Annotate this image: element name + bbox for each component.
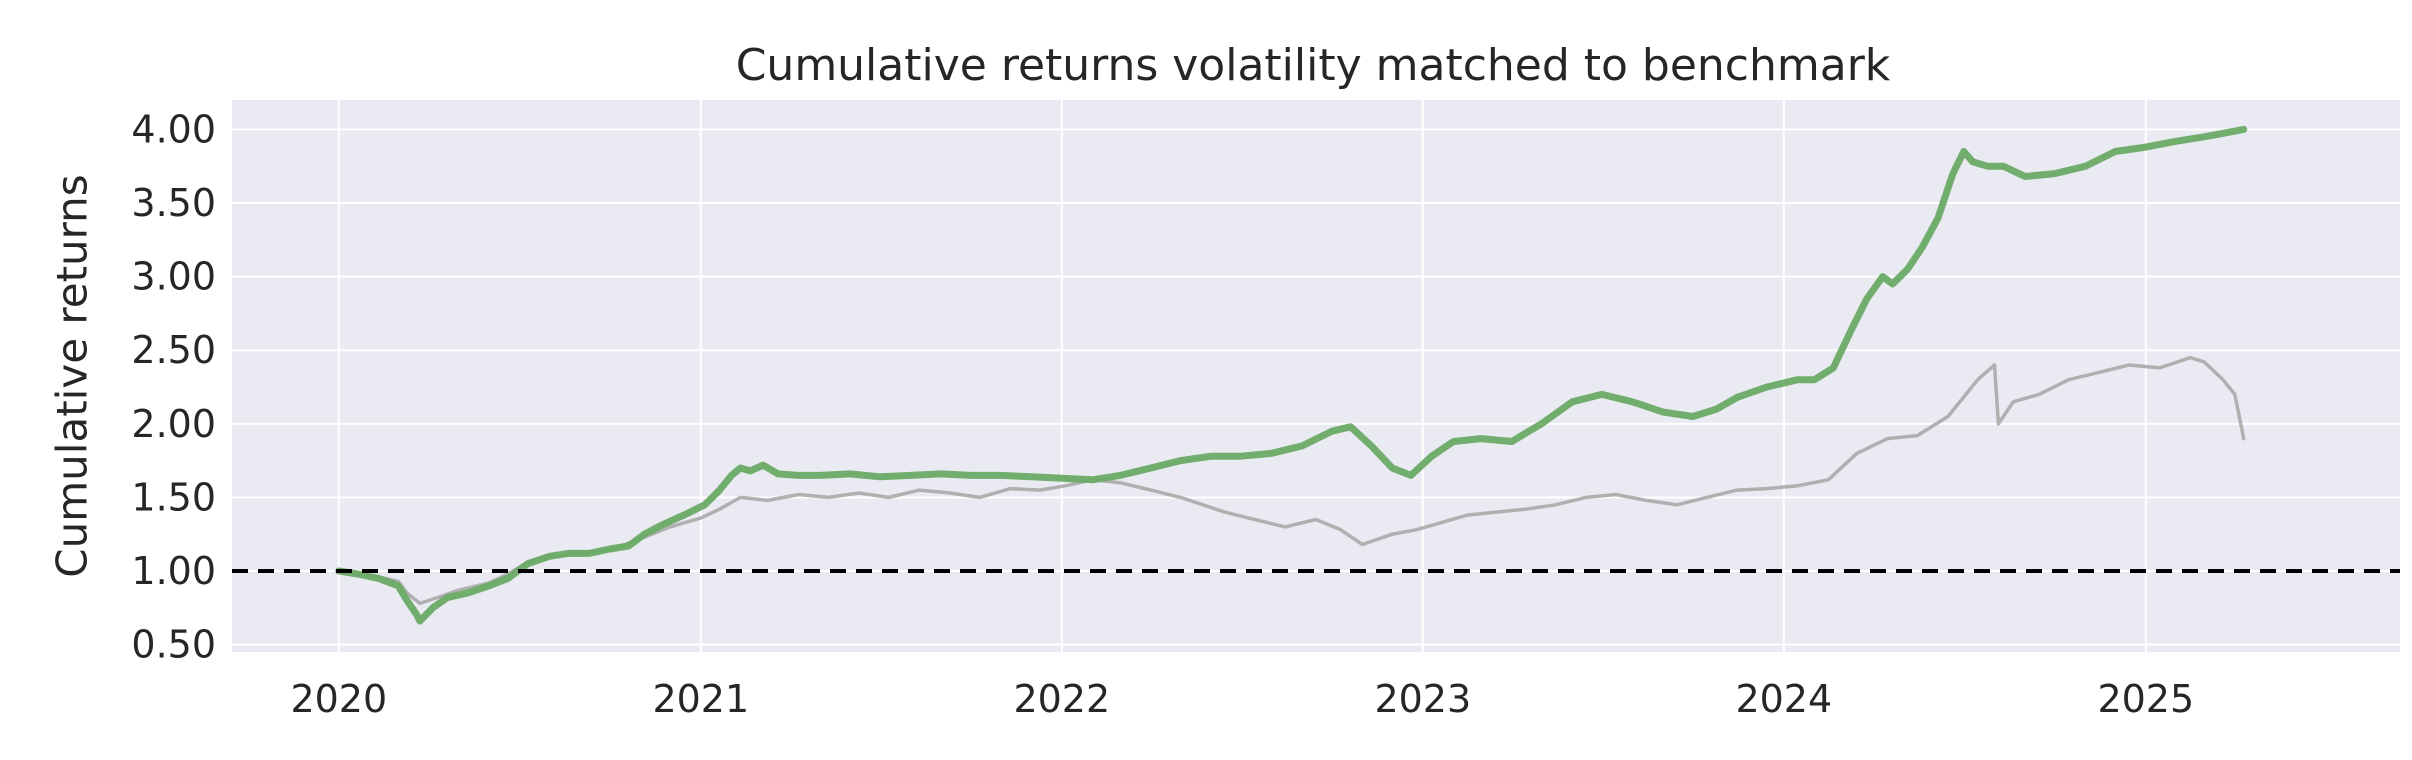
- y-tick-label: 4.00: [131, 107, 216, 151]
- x-tick-label: 2024: [1735, 677, 1832, 721]
- grid: [232, 100, 2400, 652]
- y-tick-label: 0.50: [131, 623, 216, 667]
- x-tick-label: 2020: [290, 677, 387, 721]
- strategy-series-line: [335, 125, 2248, 625]
- chart-title: Cumulative returns volatility matched to…: [736, 40, 1891, 91]
- x-tick-label: 2023: [1374, 677, 1471, 721]
- y-tick-label: 3.50: [131, 181, 216, 225]
- y-tick-label: 2.50: [131, 328, 216, 372]
- plot-area: [232, 100, 2400, 652]
- y-axis: 0.50 1.00 1.50 2.00 2.50 3.00 3.50 4.00: [131, 107, 216, 666]
- x-tick-label: 2021: [652, 677, 749, 721]
- y-tick-label: 1.00: [131, 549, 216, 593]
- y-tick-label: 3.00: [131, 255, 216, 299]
- y-axis-label: Cumulative returns: [48, 174, 97, 577]
- y-tick-label: 2.00: [131, 402, 216, 446]
- x-tick-label: 2022: [1013, 677, 1110, 721]
- x-tick-label: 2025: [2097, 677, 2194, 721]
- series-layer: [335, 125, 2248, 625]
- x-axis: 2020 2021 2022 2023 2024 2025: [290, 677, 2194, 721]
- y-tick-label: 1.50: [131, 475, 216, 519]
